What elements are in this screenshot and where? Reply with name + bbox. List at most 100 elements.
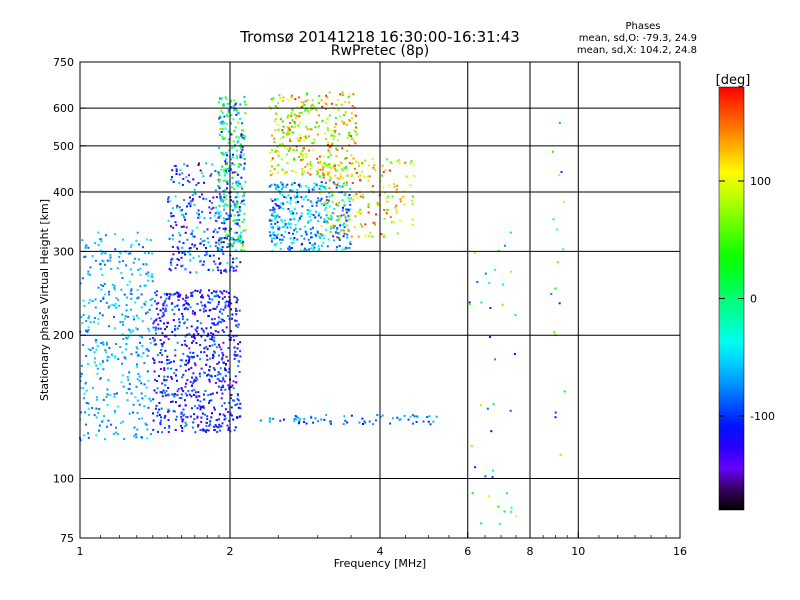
data-point: [355, 172, 358, 174]
data-point: [295, 148, 298, 151]
data-point: [287, 114, 290, 117]
data-point: [268, 420, 271, 423]
data-point: [191, 198, 194, 201]
data-point: [295, 114, 298, 117]
data-point: [220, 291, 223, 294]
data-point: [159, 421, 162, 424]
data-point: [411, 414, 414, 416]
data-point: [129, 268, 132, 271]
data-point: [184, 231, 187, 234]
data-point: [108, 304, 111, 307]
data-point: [336, 203, 339, 205]
data-point: [294, 122, 297, 125]
data-point: [144, 422, 147, 425]
data-point: [171, 257, 174, 260]
data-point: [236, 141, 239, 144]
data-point: [272, 215, 275, 217]
data-point: [197, 216, 200, 219]
data-point: [152, 322, 155, 325]
data-point: [289, 189, 292, 192]
data-point: [135, 433, 137, 436]
data-point: [224, 203, 227, 206]
data-point: [324, 187, 327, 190]
data-point: [232, 219, 235, 222]
data-point: [220, 397, 223, 400]
data-point: [316, 420, 319, 423]
data-point: [275, 198, 278, 201]
data-point: [392, 417, 395, 420]
data-point: [212, 254, 215, 257]
data-point: [181, 420, 184, 423]
data-point: [299, 136, 302, 139]
data-point: [163, 292, 166, 295]
data-point: [325, 121, 327, 124]
data-point: [290, 125, 293, 128]
data-point: [92, 320, 95, 323]
data-point: [221, 292, 224, 295]
data-point: [139, 267, 142, 270]
data-point: [164, 307, 167, 310]
data-point: [219, 121, 222, 124]
data-point: [271, 157, 274, 160]
data-point: [134, 257, 137, 260]
data-point: [218, 205, 221, 207]
data-point: [193, 418, 196, 421]
data-point: [101, 314, 104, 317]
data-point: [167, 198, 169, 201]
data-point: [227, 315, 229, 317]
data-point: [269, 170, 272, 173]
data-point: [276, 225, 279, 228]
data-point: [200, 335, 203, 338]
data-point: [342, 214, 345, 216]
data-point: [223, 208, 226, 211]
data-point: [242, 229, 245, 232]
data-point: [222, 205, 225, 208]
colorbar-tick-label: 100: [750, 175, 771, 188]
data-point: [303, 247, 306, 250]
data-point: [343, 415, 346, 418]
data-point: [171, 302, 174, 305]
data-point: [228, 401, 230, 404]
data-point: [93, 351, 96, 354]
data-point: [166, 355, 169, 358]
data-point: [180, 265, 183, 268]
data-point: [351, 162, 354, 165]
data-point: [212, 206, 215, 209]
data-point: [396, 416, 399, 419]
data-point: [373, 221, 376, 224]
data-point: [242, 137, 245, 139]
data-point: [355, 160, 358, 163]
data-point: [162, 307, 165, 310]
data-point: [203, 347, 206, 350]
data-point: [227, 292, 230, 295]
data-point: [309, 173, 312, 176]
data-point: [217, 316, 220, 319]
data-point: [149, 399, 152, 402]
data-point: [236, 354, 239, 357]
data-point: [163, 369, 166, 372]
data-point: [185, 359, 188, 362]
data-point: [210, 416, 213, 419]
data-point: [173, 164, 176, 167]
data-point: [282, 418, 285, 421]
data-point: [221, 312, 224, 315]
data-point: [238, 240, 241, 242]
data-point: [118, 304, 121, 307]
data-point: [219, 373, 222, 376]
data-point: [153, 339, 156, 342]
data-point: [91, 300, 94, 302]
data-point: [319, 161, 322, 164]
data-point: [370, 190, 373, 193]
data-point: [218, 418, 221, 421]
data-point: [214, 228, 217, 231]
data-point: [199, 322, 202, 325]
data-point: [304, 137, 307, 140]
data-point: [268, 218, 271, 221]
data-point: [361, 417, 364, 420]
data-point: [198, 372, 201, 375]
data-point: [187, 368, 190, 371]
data-point: [159, 423, 162, 426]
data-point: [133, 435, 136, 438]
data-point: [144, 251, 147, 254]
data-point: [301, 173, 304, 176]
